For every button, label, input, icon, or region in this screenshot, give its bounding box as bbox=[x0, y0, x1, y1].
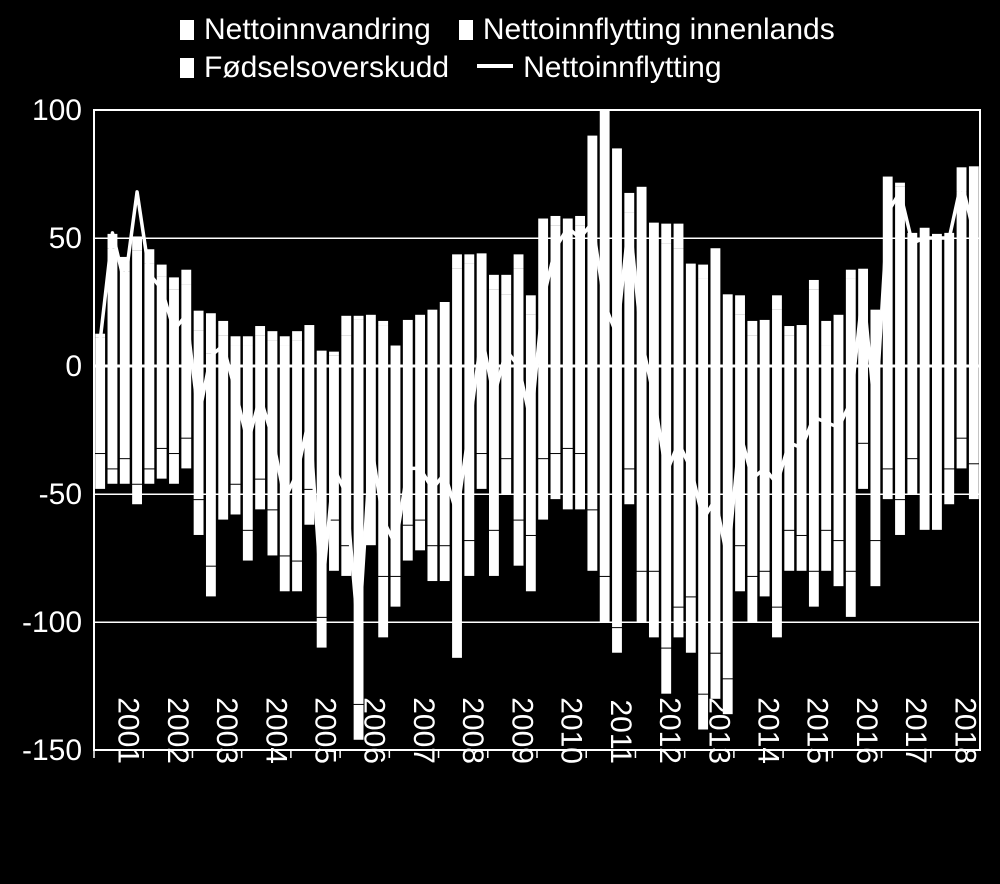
svg-text:2005: 2005 bbox=[309, 697, 342, 764]
svg-text:2012: 2012 bbox=[653, 697, 686, 764]
svg-text:2002: 2002 bbox=[161, 697, 194, 764]
legend-label: Nettoinnvandring bbox=[204, 12, 431, 48]
svg-text:2015: 2015 bbox=[801, 697, 834, 764]
legend-label: Fødselsoverskudd bbox=[204, 50, 449, 86]
migration-chart: Nettoinnvandring Nettoinnflytting innenl… bbox=[0, 0, 1000, 884]
svg-text:0: 0 bbox=[65, 350, 82, 383]
svg-text:2011: 2011 bbox=[604, 699, 637, 764]
svg-text:-150: -150 bbox=[22, 734, 82, 767]
legend-item-nettoinnflytting-innenlands: Nettoinnflytting innenlands bbox=[459, 12, 835, 48]
chart-legend: Nettoinnvandring Nettoinnflytting innenl… bbox=[180, 12, 835, 88]
svg-text:2007: 2007 bbox=[407, 697, 440, 764]
svg-text:2017: 2017 bbox=[899, 697, 932, 764]
legend-item-fodselsoverskudd: Fødselsoverskudd bbox=[180, 50, 449, 86]
legend-swatch-icon bbox=[180, 20, 194, 40]
svg-text:2003: 2003 bbox=[210, 697, 243, 764]
svg-text:2018: 2018 bbox=[948, 697, 981, 764]
svg-text:2004: 2004 bbox=[259, 697, 292, 764]
svg-text:2014: 2014 bbox=[752, 697, 785, 764]
svg-text:2013: 2013 bbox=[702, 697, 735, 764]
svg-text:2016: 2016 bbox=[850, 697, 883, 764]
legend-line-icon bbox=[477, 64, 513, 68]
svg-text:2010: 2010 bbox=[555, 697, 588, 764]
svg-text:50: 50 bbox=[49, 222, 82, 255]
chart-svg: -150 -100 -50 0 50 100 2001 2002 2003 2004 2005 200… bbox=[0, 0, 1000, 884]
svg-text:-100: -100 bbox=[22, 606, 82, 639]
legend-label: Nettoinnflytting innenlands bbox=[483, 12, 835, 48]
legend-item-nettoinnvandring: Nettoinnvandring bbox=[180, 12, 431, 48]
svg-text:-50: -50 bbox=[39, 478, 82, 511]
svg-text:100: 100 bbox=[32, 94, 82, 127]
svg-text:2009: 2009 bbox=[505, 697, 538, 764]
legend-item-nettoinnflytting: Nettoinnflytting bbox=[477, 50, 721, 86]
svg-text:2008: 2008 bbox=[456, 697, 489, 764]
legend-swatch-icon bbox=[459, 20, 473, 40]
legend-swatch-icon bbox=[180, 58, 194, 78]
legend-label: Nettoinnflytting bbox=[523, 50, 721, 86]
svg-text:2001: 2001 bbox=[112, 697, 145, 764]
svg-text:2006: 2006 bbox=[358, 697, 391, 764]
